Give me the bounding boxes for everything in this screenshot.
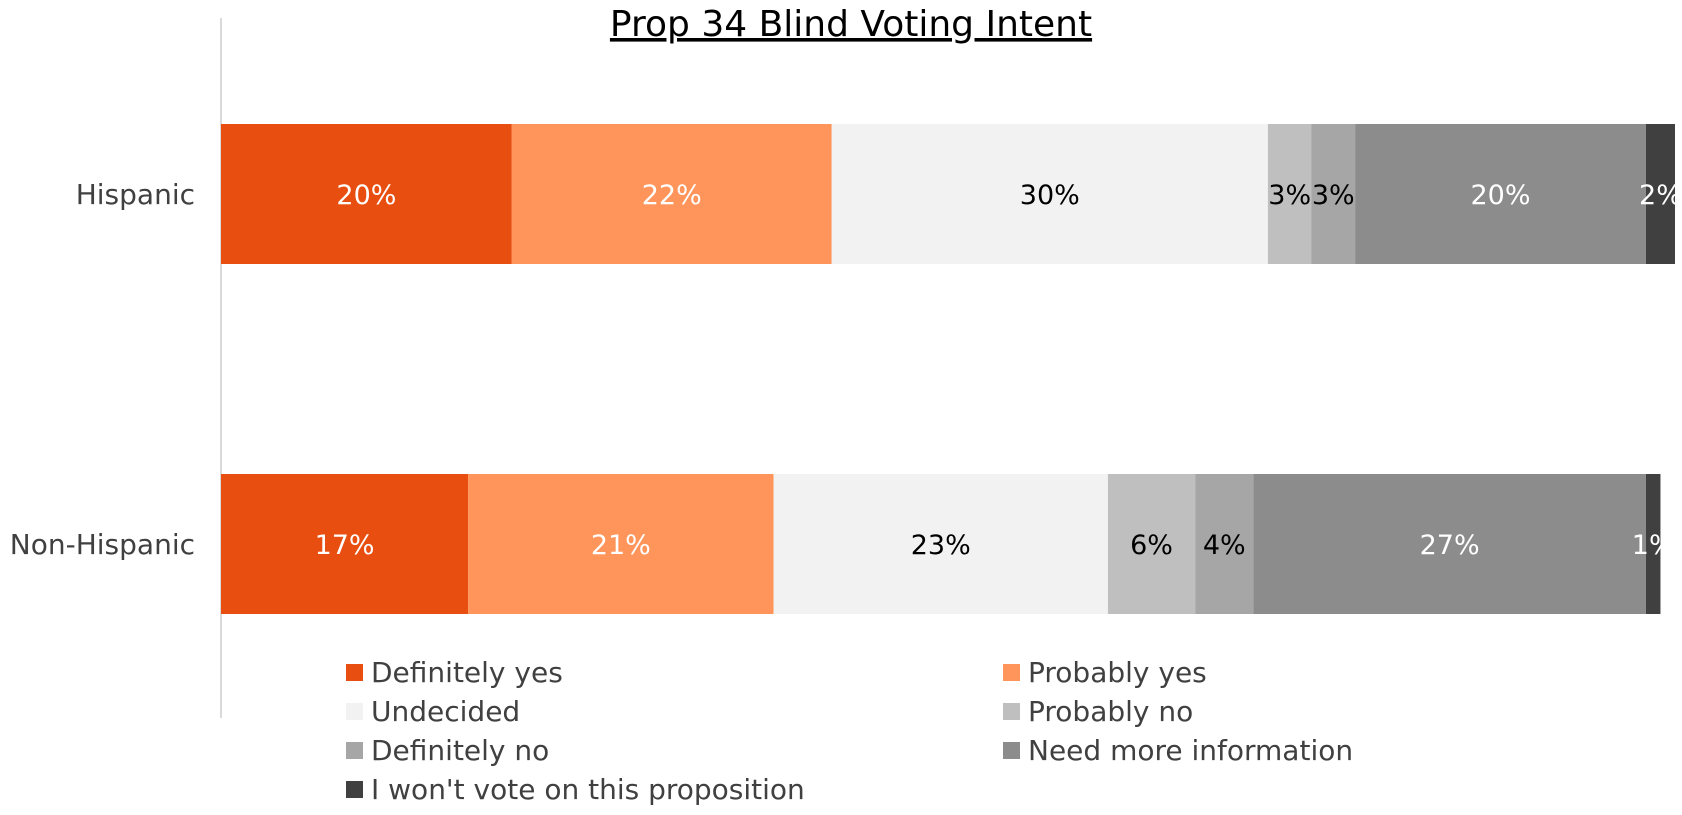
data-label-non-hispanic-probably-no: 6% — [1130, 530, 1173, 561]
bar-segment-hispanic-definitely-yes — [221, 124, 512, 264]
bar-segment-hispanic-need-more-information — [1355, 124, 1646, 264]
data-label-hispanic-need-more-information: 20% — [1471, 180, 1531, 211]
bar-segment-hispanic-i-won-t-vote-on-this-proposition — [1645, 124, 1675, 264]
legend: Definitely yes Probably yes Undecided Proba… — [346, 656, 1353, 806]
category-label-hispanic: Hispanic — [76, 178, 195, 211]
legend-item-definitely-no: Definitely no — [346, 734, 549, 767]
legend-label: Need more information — [1028, 734, 1353, 767]
bar-segment-non-hispanic-probably-yes — [468, 474, 774, 614]
legend-swatch — [1003, 742, 1020, 759]
legend-swatch — [1003, 664, 1020, 681]
bar-segment-hispanic-definitely-no — [1311, 124, 1356, 264]
data-label-non-hispanic-definitely-no: 4% — [1203, 530, 1246, 561]
legend-label: I won't vote on this proposition — [371, 773, 805, 806]
chart-title: Prop 34 Blind Voting Intent — [610, 4, 1092, 45]
bars-layer: 20% 22% 30% 3% 3% 20% 2% 17% 21% 23% 6% 4% 27% 1% — [221, 124, 1682, 614]
bar-segment-non-hispanic-undecided — [773, 474, 1108, 614]
data-label-non-hispanic-definitely-yes: 17% — [315, 530, 375, 561]
legend-swatch — [346, 742, 363, 759]
data-label-non-hispanic-probably-yes: 21% — [591, 530, 651, 561]
legend-label: Definitely yes — [371, 656, 563, 689]
data-label-hispanic-definitely-no: 3% — [1312, 180, 1355, 211]
legend-swatch — [346, 781, 363, 798]
data-label-hispanic-definitely-yes: 20% — [336, 180, 396, 211]
legend-item-probably-yes: Probably yes — [1003, 656, 1207, 689]
legend-item-definitely-yes: Definitely yes — [346, 656, 563, 689]
data-label-non-hispanic-i-won-t-vote-on-this-proposition: 1% — [1632, 530, 1675, 561]
category-label-non-hispanic: Non-Hispanic — [10, 528, 195, 561]
bar-segment-hispanic-probably-no — [1267, 124, 1312, 264]
legend-label: Probably yes — [1028, 656, 1207, 689]
legend-label: Probably no — [1028, 695, 1193, 728]
legend-label: Undecided — [371, 695, 520, 728]
bar-segment-hispanic-probably-yes — [511, 124, 832, 264]
data-label-non-hispanic-need-more-information: 27% — [1420, 530, 1480, 561]
legend-swatch — [346, 703, 363, 720]
legend-swatch — [1003, 703, 1020, 720]
legend-label: Definitely no — [371, 734, 549, 767]
legend-swatch — [346, 664, 363, 681]
bar-segment-hispanic-undecided — [831, 124, 1268, 264]
legend-item-undecided: Undecided — [346, 695, 520, 728]
bar-segment-non-hispanic-need-more-information — [1253, 474, 1646, 614]
bar-segment-non-hispanic-definitely-yes — [221, 474, 469, 614]
legend-item-probably-no: Probably no — [1003, 695, 1193, 728]
bar-segment-non-hispanic-i-won-t-vote-on-this-proposition — [1645, 474, 1661, 614]
data-label-non-hispanic-undecided: 23% — [911, 530, 971, 561]
data-label-hispanic-i-won-t-vote-on-this-proposition: 2% — [1639, 180, 1682, 211]
data-label-hispanic-probably-yes: 22% — [642, 180, 702, 211]
category-labels: Hispanic Non-Hispanic — [10, 178, 195, 561]
legend-item-i-won-t-vote-on-this-proposition: I won't vote on this proposition — [346, 773, 805, 806]
bar-segment-non-hispanic-definitely-no — [1195, 474, 1254, 614]
data-label-hispanic-undecided: 30% — [1020, 180, 1080, 211]
data-label-hispanic-probably-no: 3% — [1268, 180, 1311, 211]
legend-item-need-more-information: Need more information — [1003, 734, 1353, 767]
bar-segment-non-hispanic-probably-no — [1107, 474, 1196, 614]
